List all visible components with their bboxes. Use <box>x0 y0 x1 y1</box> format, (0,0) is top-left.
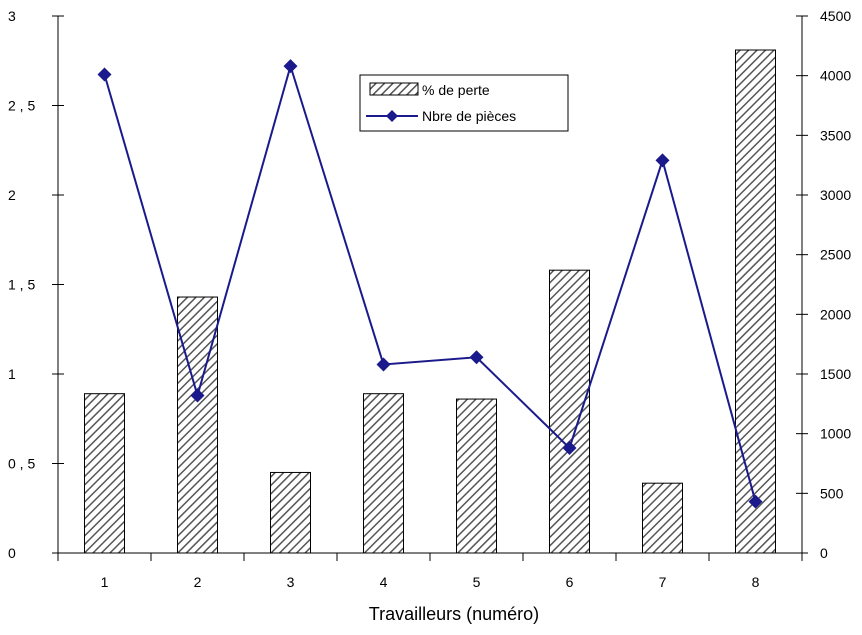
y-tick-label-right: 1500 <box>820 366 851 382</box>
legend-swatch-marker <box>386 110 398 122</box>
line-series-nbre-de-pieces <box>103 62 757 502</box>
bar-8 <box>735 49 776 554</box>
y-tick-label-right: 2500 <box>820 247 851 263</box>
legend-swatch-bar <box>369 82 419 96</box>
x-tick-label-5: 5 <box>473 574 481 590</box>
x-tick-label-7: 7 <box>659 574 667 590</box>
line-marker-5 <box>469 350 484 365</box>
bar-4 <box>363 393 404 554</box>
line-marker-6 <box>562 440 577 455</box>
y-tick-label-left: 3 <box>8 8 16 24</box>
y-tick-label-right: 500 <box>820 485 844 501</box>
y-tick-label-right: 4500 <box>820 8 851 24</box>
x-tick-label-6: 6 <box>566 574 574 590</box>
bar-5 <box>456 398 497 554</box>
y-tick-label-right: 1000 <box>820 426 851 442</box>
x-tick-label-3: 3 <box>287 574 295 590</box>
line-marker-7 <box>655 153 670 168</box>
y-tick-label-right: 3000 <box>820 187 851 203</box>
line-marker-8 <box>748 494 763 509</box>
x-tick-label-4: 4 <box>380 574 388 590</box>
line-marker-3 <box>283 59 298 74</box>
y-tick-label-right: 4000 <box>820 68 851 84</box>
legend: % de perte Nbre de pièces <box>359 74 569 132</box>
bar-1 <box>84 393 125 554</box>
y-tick-label-left: 0 , 5 <box>8 456 35 472</box>
y-tick-label-left: 1 <box>8 366 16 382</box>
legend-label-line: Nbre de pièces <box>422 108 516 124</box>
y-tick-label-right: 0 <box>820 545 828 561</box>
line-marker-4 <box>376 357 391 372</box>
bar-2 <box>177 296 218 554</box>
x-tick-label-8: 8 <box>752 574 760 590</box>
bar-3 <box>270 471 311 554</box>
legend-label-bar: % de perte <box>422 82 490 98</box>
x-tick-label-1: 1 <box>101 574 109 590</box>
bar-6 <box>549 269 590 554</box>
line-marker-1 <box>97 67 112 82</box>
y-tick-label-left: 0 <box>8 545 16 561</box>
bar-7 <box>642 482 683 554</box>
y-tick-label-right: 2000 <box>820 306 851 322</box>
x-axis-title: Travailleurs (numéro) <box>369 604 539 624</box>
y-tick-label-left: 2 , 5 <box>8 98 35 114</box>
y-tick-label-left: 2 <box>8 187 16 203</box>
y-tick-label-left: 1 , 5 <box>8 277 35 293</box>
line-marker-2 <box>190 388 205 403</box>
y-tick-label-right: 3500 <box>820 127 851 143</box>
x-tick-label-2: 2 <box>194 574 202 590</box>
